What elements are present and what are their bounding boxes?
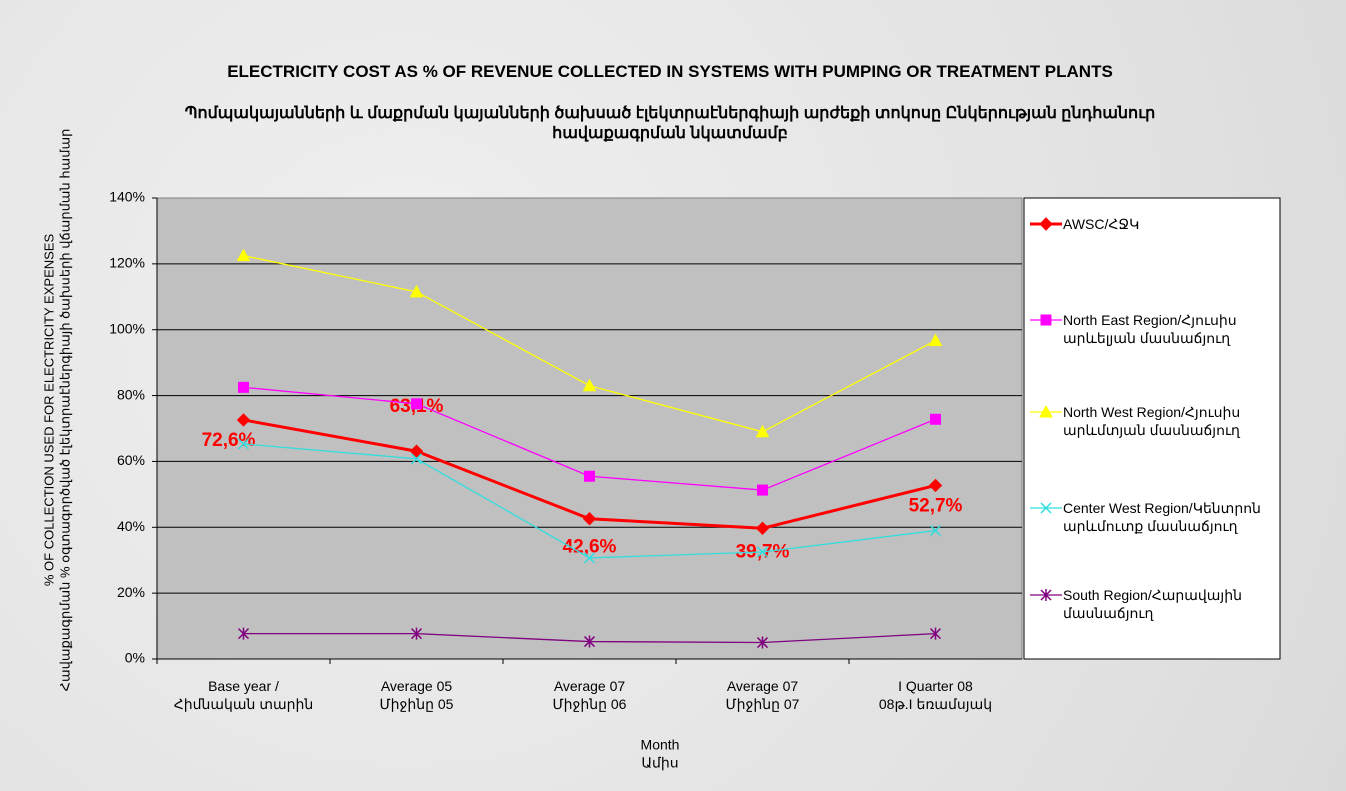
marker: [1040, 589, 1052, 601]
marker: [755, 521, 770, 535]
chart-title: ELECTRICITY COST AS % OF REVENUE COLLECT…: [227, 62, 1113, 81]
marker: [584, 470, 595, 482]
marker: [1039, 217, 1053, 231]
marker: [929, 627, 942, 640]
marker: [583, 635, 596, 648]
legend-box: [1023, 197, 1281, 660]
y-tick-label: 0%: [125, 650, 145, 666]
marker: [237, 438, 250, 450]
marker: [1040, 502, 1052, 514]
x-tick-label: I Quarter 08 08թ.I եռամսյակ: [878, 678, 993, 712]
marker: [583, 552, 596, 564]
marker: [409, 284, 424, 298]
y-tick-label: 40%: [117, 518, 145, 534]
x-tick-label: Average 07 Միջինը 07: [725, 678, 800, 712]
y-tick-label: 100%: [109, 320, 145, 336]
marker: [1039, 404, 1053, 418]
legend-label: South Region/Հարավային մասնաճյուղ: [1063, 587, 1242, 621]
marker: [409, 444, 424, 458]
marker: [930, 413, 941, 425]
marker: [236, 413, 251, 427]
legend-label: Center West Region/Կենտրոն արևմուտք մասն…: [1063, 500, 1261, 534]
marker: [410, 453, 423, 465]
marker: [411, 398, 422, 410]
marker: [582, 378, 597, 392]
y-tick-label: 60%: [117, 452, 145, 468]
marker: [238, 381, 249, 393]
y-tick-label: 20%: [117, 584, 145, 600]
chart-subtitle: Պոմպակայանների և մաքրման կայանների ծախսա…: [184, 105, 1156, 142]
x-tick-label: Average 05 Միջինը 05: [379, 678, 454, 712]
data-label: 52,7%: [909, 495, 963, 516]
plot-area: [156, 197, 1023, 660]
data-label: 42,6%: [563, 537, 617, 558]
legend-label: AWSC/ՀՋԿ: [1063, 216, 1140, 232]
x-axis-label: Month: [641, 737, 680, 753]
marker: [582, 512, 597, 526]
legend-label: North West Region/Հյուսիս արևմտյան մասնա…: [1063, 404, 1241, 438]
legend-label: North East Region/Հյուսիս արևելյան մասնա…: [1063, 312, 1237, 346]
y-tick-label: 120%: [109, 255, 145, 271]
marker: [1040, 314, 1052, 326]
y-tick-label: 80%: [117, 386, 145, 402]
y-axis-label: % OF COLLECTION USED FOR ELECTRICITY EXP…: [41, 234, 56, 587]
x-axis-label: Ամիս: [641, 755, 678, 771]
marker: [755, 424, 770, 438]
x-tick-label: Average 07 Միջինը 06: [552, 678, 627, 712]
marker: [928, 478, 943, 493]
x-tick-label: Base year / Հիմնական տարին: [173, 678, 314, 712]
marker: [756, 636, 769, 649]
marker: [410, 627, 423, 640]
marker: [928, 333, 943, 347]
marker: [237, 627, 250, 640]
y-tick-label: 140%: [109, 189, 145, 205]
marker: [756, 546, 769, 558]
marker: [929, 525, 942, 537]
marker: [236, 248, 251, 262]
y-axis-label: Հավաքագրման % օգտագործված էլեկտրաէներգիա…: [57, 129, 72, 692]
marker: [757, 484, 768, 496]
